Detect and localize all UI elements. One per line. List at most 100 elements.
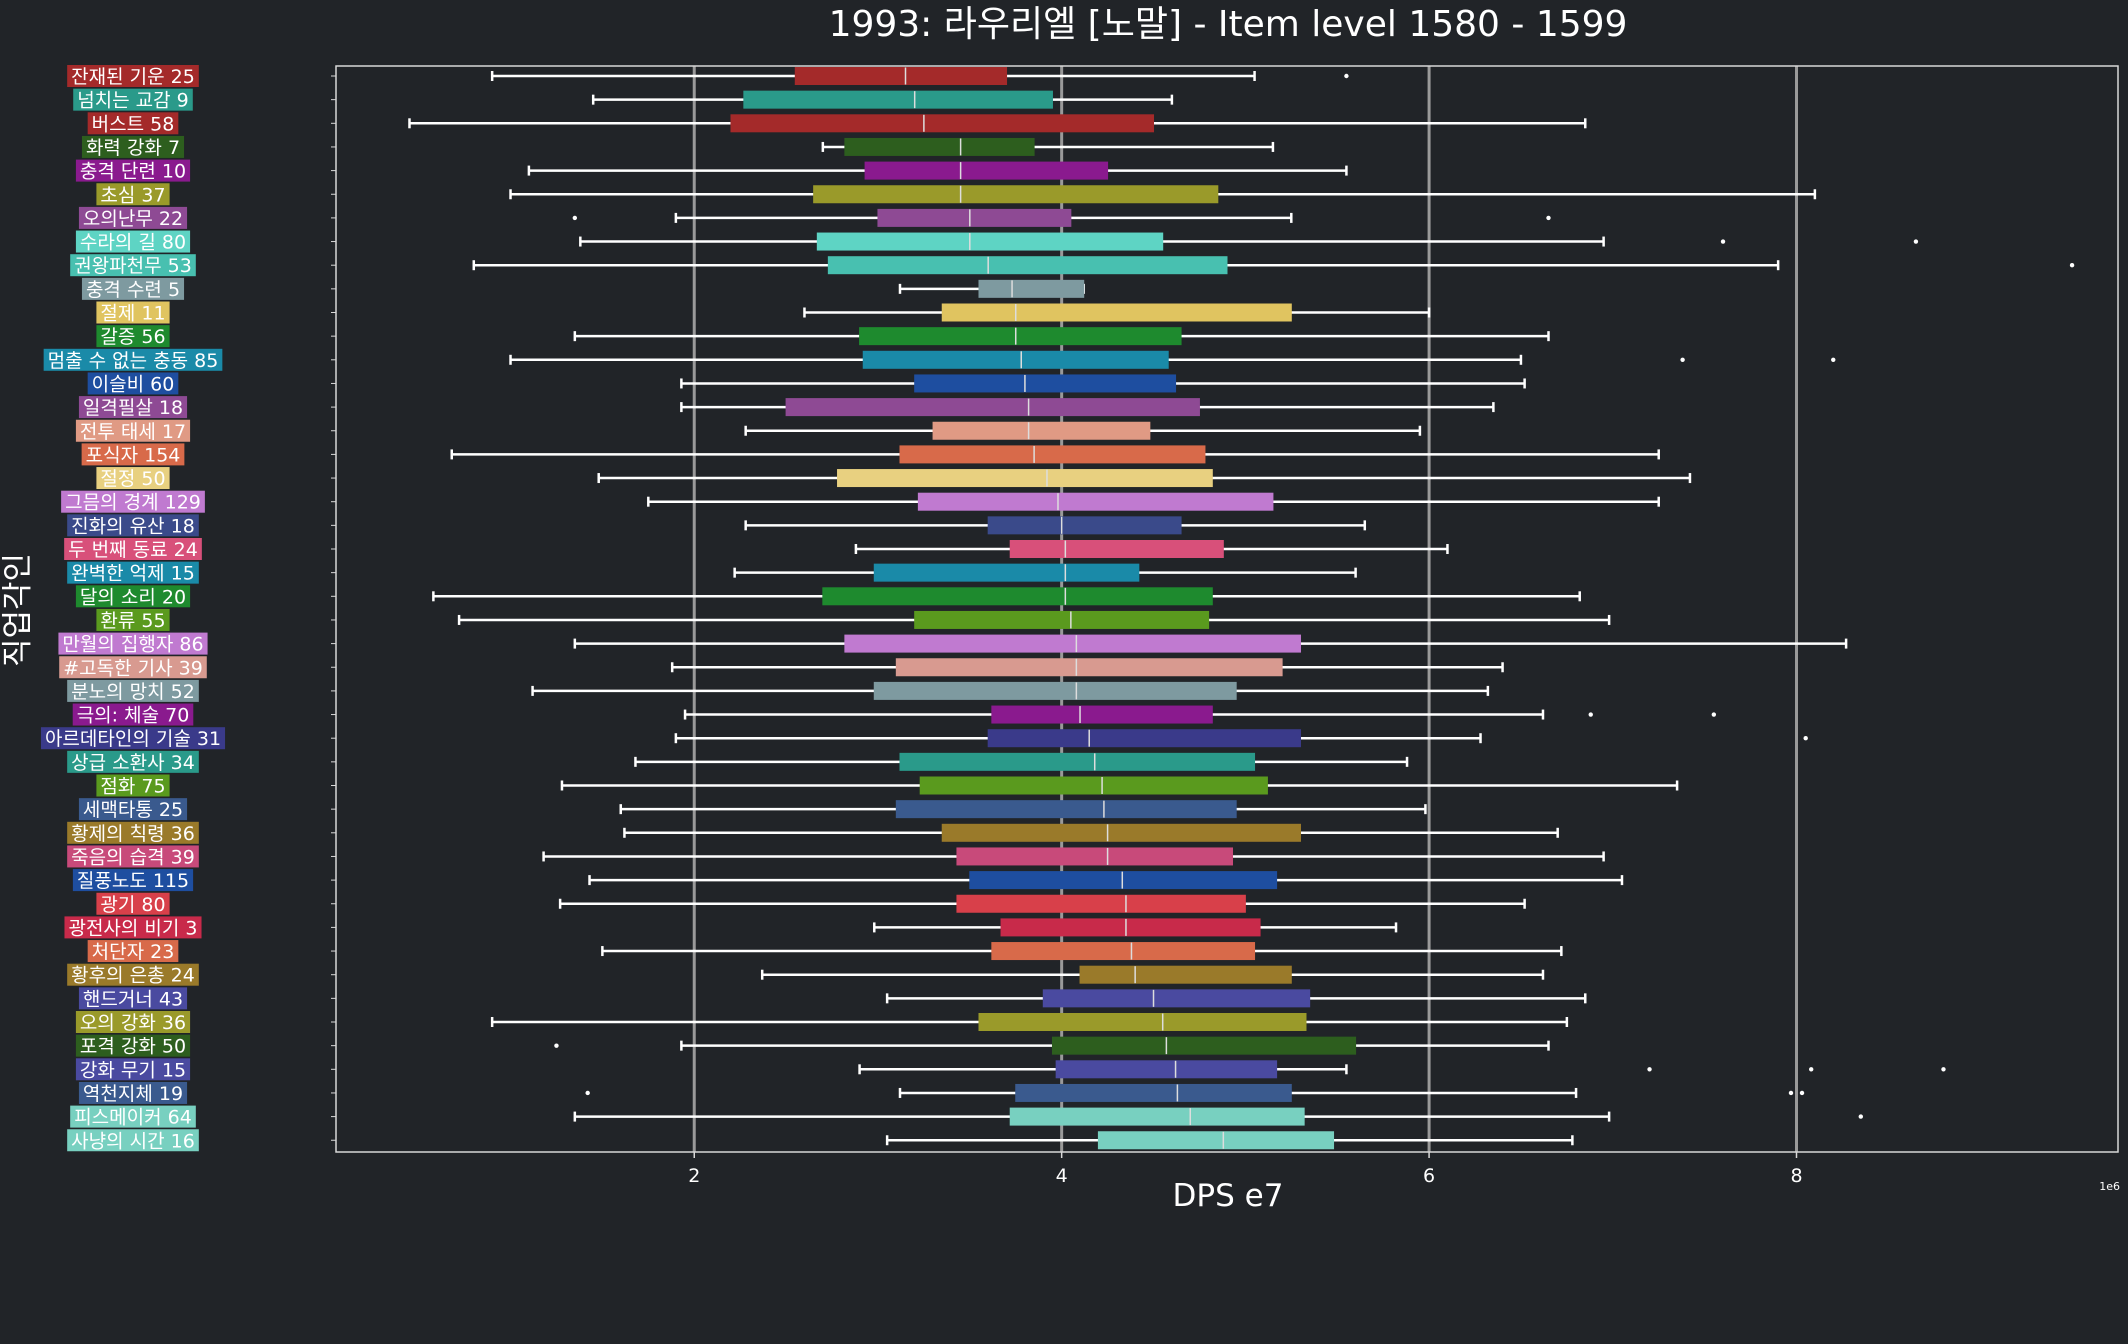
category-label: #고독한 기사 39 [63, 657, 203, 679]
outlier-point [1546, 215, 1551, 221]
box [941, 303, 1292, 322]
box [837, 469, 1213, 488]
outlier-point [1711, 712, 1717, 717]
category-label-background [75, 1034, 191, 1057]
category-label-background [75, 1058, 191, 1081]
category-label: 멈출 수 없는 충동 85 [48, 350, 219, 372]
box [917, 492, 1274, 511]
outlier-point [1941, 1067, 1946, 1072]
category-label-background [87, 940, 179, 963]
category-label-background [64, 538, 202, 560]
category-label: 사냥의 시간 16 [71, 1130, 195, 1152]
category-label-background [67, 845, 199, 868]
category-label-background [78, 206, 188, 229]
box [969, 871, 1278, 890]
category-label-background [61, 490, 205, 513]
box [813, 185, 1219, 204]
category-label: 버스트 58 [92, 113, 175, 135]
plot-frame [335, 65, 2119, 1153]
category-label-background [75, 230, 191, 253]
category-label-background [96, 467, 170, 490]
box [991, 942, 1256, 961]
box [1079, 965, 1292, 984]
outlier-point [572, 215, 578, 221]
category-label: 일격필살 18 [83, 397, 183, 419]
category-label: 화력 강화 7 [86, 137, 180, 159]
category-label-background [81, 443, 185, 466]
category-label-background [78, 1081, 188, 1104]
category-label-background [96, 183, 170, 206]
x-tick-label: 8 [1790, 1165, 1802, 1187]
category-label-background [96, 608, 170, 631]
box [914, 610, 1210, 629]
box [1009, 1107, 1305, 1126]
category-label: 포식자 154 [86, 444, 181, 466]
outlier-point [1720, 239, 1726, 244]
category-label: 달의 소리 20 [80, 586, 186, 608]
box [956, 894, 1246, 913]
category-label: 질풍노도 115 [77, 870, 189, 892]
category-label-background [72, 703, 194, 726]
box [1097, 1131, 1335, 1150]
category-label-background [78, 798, 188, 821]
category-label: 죽음의 습격 39 [71, 846, 195, 868]
box [932, 421, 1151, 440]
box [895, 658, 1283, 677]
category-label: 두 번째 동료 24 [68, 539, 198, 561]
category-label-background [67, 963, 199, 986]
category-label: 절정 50 [100, 468, 165, 490]
box [914, 374, 1177, 393]
category-label-background [87, 112, 179, 135]
category-label: 아르데타인의 기술 31 [45, 728, 221, 750]
category-label-background [67, 65, 199, 87]
y-axis-label: 직업각인 [0, 553, 36, 667]
category-label: 이슬비 60 [92, 373, 175, 395]
category-label: 황후의 은총 24 [71, 965, 195, 987]
box [743, 90, 1053, 109]
outlier-point [1831, 357, 1836, 362]
box [978, 279, 1085, 298]
outlier-point [1680, 357, 1685, 362]
category-label-background [96, 774, 170, 797]
category-label-background [96, 301, 170, 324]
category-label: 완벽한 억제 15 [71, 563, 195, 585]
box [991, 705, 1213, 724]
category-label-background [70, 1105, 196, 1128]
category-label-background [96, 325, 170, 348]
category-label: 세맥타통 25 [83, 799, 183, 821]
outlier-point [585, 1090, 590, 1096]
chart-title: 1993: 라우리엘 [노말] - Item level 1580 - 1599 [829, 4, 1628, 45]
category-label: 분노의 망치 52 [71, 681, 195, 703]
box [987, 516, 1182, 535]
category-label: 전투 태세 17 [80, 421, 186, 443]
category-label-background [75, 419, 191, 442]
box-layer [408, 67, 2075, 1150]
category-label: 역천지체 19 [83, 1083, 183, 1105]
category-label-background [75, 159, 191, 182]
category-label: 충격 수련 5 [86, 279, 180, 301]
category-label: 점화 75 [100, 776, 165, 798]
box [1055, 1060, 1278, 1079]
category-label: 오의난무 22 [83, 208, 183, 230]
category-label: 피스메이커 64 [74, 1107, 192, 1129]
box [827, 256, 1228, 275]
category-label-background [64, 916, 202, 939]
outlier-point [1647, 1067, 1652, 1072]
category-label: 상급 소환사 34 [71, 752, 195, 774]
category-label: 환류 55 [100, 610, 165, 632]
box [785, 398, 1200, 417]
x-axis-label: DPS e7 [1173, 1178, 1284, 1214]
box [730, 114, 1155, 133]
outlier-point [1788, 1090, 1794, 1096]
box [1051, 1036, 1357, 1055]
x-axis-offset-label: 1e6 [2099, 1180, 2120, 1193]
x-tick-label: 2 [688, 1165, 700, 1187]
category-label-background [72, 869, 194, 892]
box [844, 634, 1301, 653]
category-label: 갈증 56 [100, 326, 165, 348]
category-label-background [96, 892, 170, 915]
category-label: 오의 강화 36 [80, 1012, 186, 1034]
box [895, 800, 1237, 819]
box [1042, 989, 1311, 1008]
